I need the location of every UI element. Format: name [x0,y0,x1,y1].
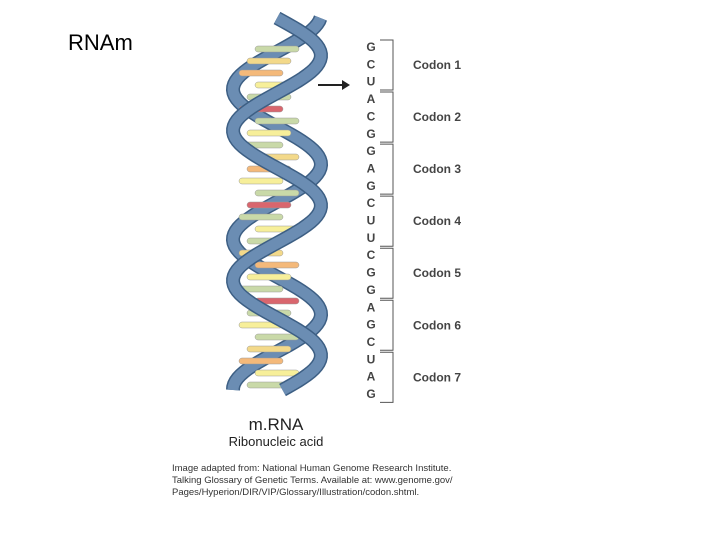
strand [227,13,327,395]
base-rung [246,129,292,137]
base-rung [246,57,292,65]
base-letter: C [367,109,376,123]
base-letter: G [366,387,375,401]
base-rung [238,69,284,77]
base-letter: G [366,318,375,332]
codon-label: Codon 3 [413,162,461,176]
credit-line: Pages/Hyperion/DIR/VIP/Glossary/Illustra… [172,487,419,498]
slide-title: RNAm [68,30,133,55]
base-letter: A [367,370,376,384]
base-letter: A [367,300,376,314]
base-rung [254,189,300,197]
codon-bracket [380,299,394,351]
base-rung [254,369,300,377]
base-rung [246,273,292,281]
base-rung [238,213,284,221]
base-letter: C [367,248,376,262]
codon-bracket [380,143,394,195]
base-rung [238,357,284,365]
base-letter: U [367,352,376,366]
codon-label: Codon 1 [413,58,461,72]
base-letter: A [367,161,376,175]
codon-label: Codon 6 [413,318,461,332]
base-rung [254,333,300,341]
codon-bracket [380,195,394,247]
base-rung [246,345,292,353]
base-letter: G [366,283,375,297]
credit-line: Image adapted from: National Human Genom… [172,463,451,474]
codon-label: Codon 7 [413,370,461,384]
base-letter: U [367,214,376,228]
base-letter: C [367,196,376,210]
codon-label: Codon 2 [413,110,461,124]
caption-full-name: Ribonucleic acid [229,434,324,449]
base-rung [254,261,300,269]
helix [225,11,329,397]
credit-line: Talking Glossary of Genetic Terms. Avail… [172,475,453,486]
base-rung [246,201,292,209]
base-letter: G [366,266,375,280]
base-rung [254,45,300,53]
codon-bracket [380,247,394,299]
base-letter: U [367,231,376,245]
codon-bracket [380,91,394,143]
base-letter: C [367,335,376,349]
base-rung [254,117,300,125]
base-letter: G [366,179,375,193]
arrow-head [342,80,350,90]
codon-bracket [380,351,394,403]
codon-label: Codon 4 [413,214,461,228]
base-letter: A [367,92,376,106]
codon-bracket [380,39,394,91]
caption-name: m.RNA [249,415,304,434]
base-rung [238,177,284,185]
base-letter: G [366,127,375,141]
base-letter: U [367,75,376,89]
codon-label: Codon 5 [413,266,461,280]
base-letter: G [366,40,375,54]
base-letter: G [366,144,375,158]
base-letter: C [367,57,376,71]
